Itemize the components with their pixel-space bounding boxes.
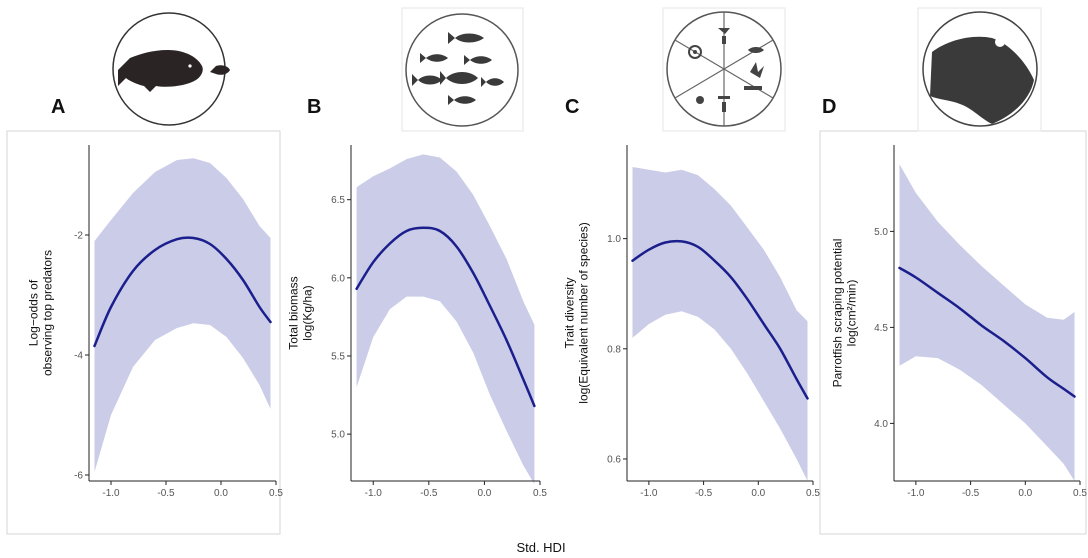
x-tick-label-d: 0.5 — [1073, 488, 1087, 499]
y-axis-title-line-c: Trait diversity — [563, 278, 577, 349]
parrotfish-head-icon — [917, 7, 1042, 132]
x-tick-label-b: 0.0 — [477, 488, 491, 499]
y-tick-label-b: 6.5 — [331, 195, 345, 206]
panel-frame-a — [6, 130, 281, 535]
fitted-line-c — [631, 239, 809, 400]
y-axis-title-c: Trait diversitylog(Equivalent number of … — [563, 222, 591, 403]
x-tick-label-d: -1.0 — [907, 488, 925, 499]
confidence-band-a — [94, 158, 271, 472]
x-tick-label-a: -1.0 — [102, 488, 120, 499]
y-axis-title-line-a: Log−odds of — [27, 279, 41, 346]
y-tick-label-a: -4 — [74, 351, 83, 362]
y-axis-title-b: Total biomasslog(Kg/ha) — [287, 276, 315, 349]
plot-panel-c: -1.0 -0.5 0.0 0.5 1.0 0.8 0.6 Trait diversitylo… — [563, 145, 820, 499]
panel-letter-c: C — [565, 96, 579, 118]
y-tick-label-c: 0.8 — [607, 344, 621, 355]
x-tick-label-a: 0.5 — [269, 488, 283, 499]
school-of-fish-icon — [401, 7, 524, 132]
y-axis-title-line-d: Parrotfish scraping potential — [831, 239, 845, 388]
grouper-and-small-fish-icon — [112, 12, 230, 126]
x-tick-label-a: -0.5 — [157, 488, 175, 499]
fitted-line-a — [93, 236, 272, 348]
y-tick-label-d: 4.0 — [874, 419, 888, 430]
y-tick-label-d: 5.0 — [874, 227, 888, 238]
y-tick-label-d: 4.5 — [874, 323, 888, 334]
x-tick-label-b: -0.5 — [420, 488, 438, 499]
fitted-line-b — [355, 226, 536, 408]
x-tick-label-c: 0.0 — [751, 488, 765, 499]
y-axis-title-a: Log−odds ofobserving top predators — [27, 250, 55, 376]
y-axis-title-line-b: log(Kg/ha) — [300, 285, 314, 340]
shared-x-axis-label: Std. HDI — [516, 540, 565, 555]
y-tick-label-c: 1.0 — [607, 234, 621, 245]
panel-letter-b: B — [307, 96, 321, 118]
confidence-band-b — [356, 154, 535, 485]
y-axis-title-d: Parrotfish scraping potentiallog(cm²/min… — [831, 239, 859, 388]
x-tick-label-a: 0.0 — [214, 488, 228, 499]
confidence-band-d — [899, 164, 1075, 481]
y-tick-label-a: -6 — [74, 471, 83, 482]
functional-traits-wheel-icon — [662, 7, 786, 132]
plot-panel-b: -1.0 -0.5 0.0 0.5 6.5 6.0 5.5 5.0 Total biomassl… — [287, 145, 547, 499]
y-tick-label-b: 5.0 — [331, 430, 345, 441]
y-axis-title-line-a: observing top predators — [40, 250, 54, 376]
x-tick-label-c: 0.5 — [806, 488, 820, 499]
y-axis-title-line-c: log(Equivalent number of species) — [576, 222, 590, 403]
x-tick-label-c: -0.5 — [695, 488, 713, 499]
plot-panel-a: -1.0 -0.5 0.0 0.5 -2 -4 -6 Log−odds ofobserving… — [27, 145, 283, 499]
y-tick-label-b: 5.5 — [331, 351, 345, 362]
panel-letter-d: D — [822, 96, 836, 118]
x-tick-label-b: 0.5 — [533, 488, 547, 499]
y-tick-label-a: -2 — [74, 231, 83, 242]
y-tick-label-c: 0.6 — [607, 454, 621, 465]
x-tick-label-c: -1.0 — [640, 488, 658, 499]
plot-panel-d: -1.0 -0.5 0.0 0.5 5.0 4.5 4.0 Parrotfish scrapi… — [831, 145, 1087, 499]
y-axis-title-line-d: log(cm²/min) — [844, 280, 858, 347]
confidence-band-c — [632, 167, 808, 481]
panel-letter-a: A — [51, 96, 65, 118]
x-tick-label-b: -1.0 — [365, 488, 383, 499]
y-axis-title-line-b: Total biomass — [287, 276, 301, 349]
y-tick-label-b: 6.0 — [331, 273, 345, 284]
x-tick-label-d: -0.5 — [962, 488, 980, 499]
fitted-line-d — [898, 266, 1076, 398]
x-tick-label-d: 0.0 — [1018, 488, 1032, 499]
